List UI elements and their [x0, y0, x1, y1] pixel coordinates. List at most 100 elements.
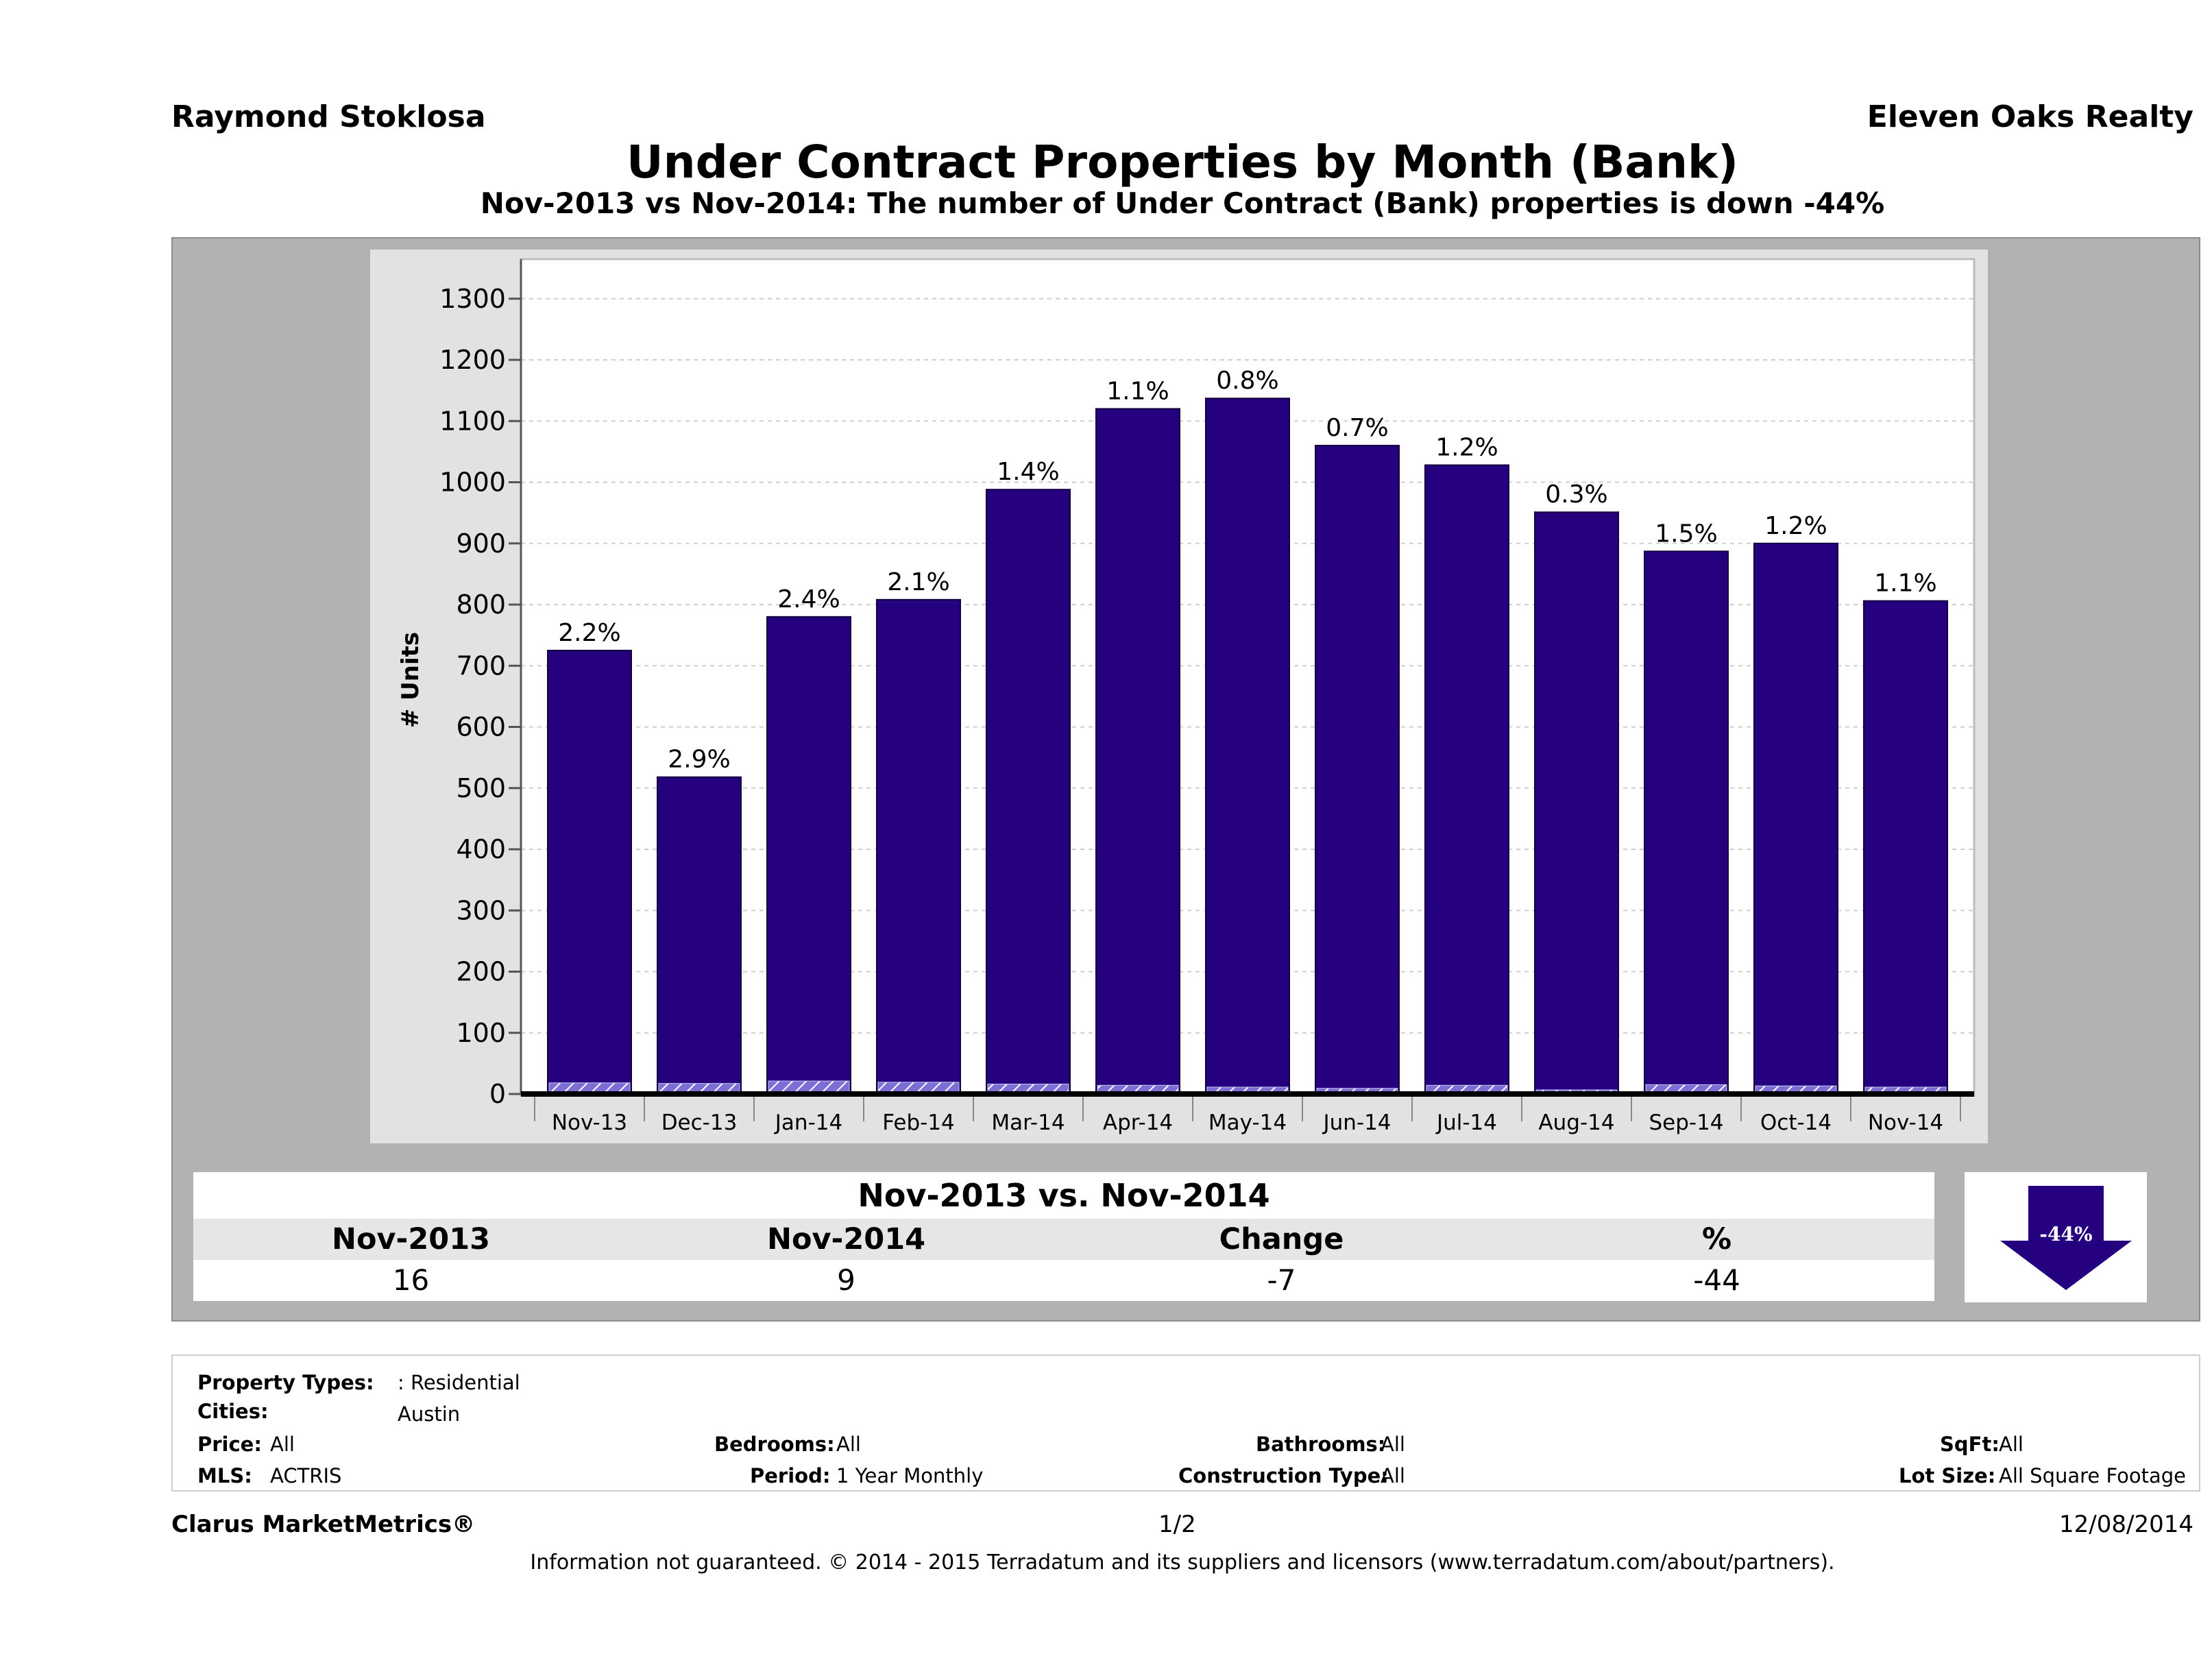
- x-tick-label: Feb-14: [882, 1110, 955, 1135]
- company-name: Eleven Oaks Realty: [1867, 99, 2193, 134]
- x-tick-label: Sep-14: [1649, 1110, 1723, 1135]
- chart-title: Under Contract Properties by Month (Bank…: [627, 136, 1738, 189]
- data-label: 2.9%: [668, 746, 730, 774]
- sqft-value: All: [1999, 1433, 2023, 1456]
- x-axis: Nov-13 Dec-13 Jan-14 Feb-14 Mar-14 Apr-14 May-…: [521, 1091, 1974, 1135]
- property-types-value: : Residential: [398, 1371, 520, 1394]
- y-tick-label: 100: [456, 1018, 506, 1048]
- comparison-value-row: 16 9 -7 -44: [193, 1260, 1934, 1301]
- value-nov-2013: 16: [392, 1263, 430, 1297]
- data-label: 1.1%: [1106, 377, 1169, 405]
- bank-segment-Dec-13: [658, 1083, 740, 1093]
- y-tick-label: 1000: [439, 467, 506, 498]
- bar-Apr-14: [1095, 408, 1180, 1095]
- bar-Mar-14: [986, 489, 1071, 1095]
- bar-Nov-13: [547, 649, 632, 1095]
- bar-Feb-14: [876, 598, 961, 1095]
- mls-value: ACTRIS: [270, 1464, 342, 1487]
- period-value: 1 Year Monthly: [836, 1464, 984, 1487]
- y-tick-label: 200: [456, 957, 506, 987]
- col-header-nov-2013: Nov-2013: [331, 1222, 491, 1256]
- bar-Jul-14: [1424, 464, 1509, 1095]
- filter-summary: Property Types: : Residential Cities: Au…: [171, 1354, 2200, 1492]
- col-header-percent: %: [1701, 1222, 1732, 1256]
- data-label: 1.4%: [997, 458, 1059, 486]
- trend-indicator: -44%: [1965, 1172, 2147, 1302]
- data-label: 1.2%: [1764, 512, 1827, 540]
- bar-Jun-14: [1315, 444, 1400, 1095]
- bathrooms-value: All: [1381, 1433, 1405, 1456]
- x-tick-label: Oct-14: [1760, 1110, 1832, 1135]
- comparison-heading: Nov-2013 vs. Nov-2014: [193, 1172, 1934, 1219]
- cities-value: Austin: [398, 1402, 461, 1426]
- construction-type-label: Construction Type:: [1178, 1464, 1389, 1487]
- price-label: Price:: [197, 1433, 262, 1456]
- y-tick-label: 400: [456, 834, 506, 864]
- mls-label: MLS:: [197, 1464, 252, 1487]
- y-tick-label: 900: [456, 528, 506, 559]
- bathrooms-label: Bathrooms:: [1256, 1433, 1386, 1456]
- cities-label: Cities:: [197, 1400, 269, 1423]
- x-tick-label: Jul-14: [1435, 1110, 1497, 1135]
- bank-segment-Feb-14: [877, 1082, 960, 1093]
- col-header-nov-2014: Nov-2014: [766, 1222, 926, 1256]
- x-tick-label: Nov-13: [552, 1110, 627, 1135]
- y-tick-label: 1100: [439, 406, 506, 436]
- data-label: 2.4%: [777, 585, 840, 613]
- data-label: 0.3%: [1545, 481, 1607, 509]
- bank-segment-Nov-13: [548, 1082, 631, 1093]
- y-tick-label: 1200: [439, 345, 506, 375]
- data-label: 2.1%: [887, 568, 949, 596]
- x-tick-label: Aug-14: [1538, 1110, 1614, 1135]
- x-tick-label: Jun-14: [1322, 1110, 1391, 1135]
- y-axis: 0 100 200 300 400 500 600 700 800 900 1000 1100 1200…: [439, 259, 522, 1109]
- arrow-label: -44%: [2039, 1223, 2092, 1245]
- bar-Oct-14: [1753, 542, 1838, 1095]
- x-tick-label: May-14: [1208, 1110, 1287, 1135]
- x-tick-label: Jan-14: [774, 1110, 842, 1135]
- data-label: 0.7%: [1326, 414, 1388, 442]
- y-tick-label: 700: [456, 650, 506, 681]
- comparison-header-row: Nov-2013 Nov-2014 Change %: [193, 1219, 1934, 1260]
- down-arrow-icon: -44%: [2000, 1186, 2132, 1290]
- lot-size-value: All Square Footage: [1999, 1464, 2187, 1487]
- chart-subtitle: Nov-2013 vs Nov-2014: The number of Unde…: [480, 186, 1885, 220]
- data-label: 2.2%: [558, 619, 620, 647]
- sqft-label: SqFt:: [1940, 1433, 2000, 1456]
- x-tick-label: Nov-14: [1868, 1110, 1943, 1135]
- report-date: 12/08/2014: [2059, 1511, 2193, 1538]
- value-percent: -44: [1693, 1263, 1740, 1297]
- period-label: Period:: [750, 1464, 831, 1487]
- bar-May-14: [1205, 398, 1290, 1095]
- y-tick-label: 1300: [439, 284, 506, 314]
- agent-name: Raymond Stoklosa: [171, 99, 486, 134]
- page-number: 1/2: [1158, 1511, 1196, 1538]
- y-axis-label: # Units: [397, 632, 424, 728]
- y-tick-label: 0: [489, 1079, 506, 1109]
- bedrooms-label: Bedrooms:: [714, 1433, 835, 1456]
- data-label: 1.2%: [1435, 434, 1498, 462]
- y-tick-label: 600: [456, 712, 506, 742]
- bar-Sep-14: [1644, 550, 1729, 1095]
- value-nov-2014: 9: [837, 1263, 855, 1297]
- y-tick-label: 800: [456, 589, 506, 620]
- price-value: All: [270, 1433, 295, 1456]
- bar-Nov-14: [1863, 600, 1948, 1095]
- x-tick-label: Apr-14: [1103, 1110, 1173, 1135]
- data-label: 1.1%: [1874, 570, 1936, 598]
- bank-segment-Jan-14: [768, 1080, 850, 1093]
- x-tick-label: Mar-14: [991, 1110, 1065, 1135]
- col-header-change: Change: [1219, 1222, 1344, 1256]
- disclaimer: Information not guaranteed. © 2014 - 201…: [530, 1551, 1835, 1574]
- footer-brand: Clarus MarketMetrics®: [171, 1511, 476, 1538]
- y-tick-label: 500: [456, 773, 506, 803]
- value-change: -7: [1267, 1263, 1296, 1297]
- construction-type-value: All: [1381, 1464, 1405, 1487]
- bar-Aug-14: [1534, 511, 1619, 1095]
- property-types-label: Property Types:: [197, 1371, 374, 1394]
- data-label: 1.5%: [1655, 520, 1717, 548]
- bars: 2.2% 2.9% 2.4% 2.1% 1.4% 1.1% 0.8% 0.7% 1.2% 0.3%…: [547, 367, 1948, 1095]
- bar-Dec-13: [657, 776, 742, 1095]
- data-label: 0.8%: [1216, 367, 1278, 395]
